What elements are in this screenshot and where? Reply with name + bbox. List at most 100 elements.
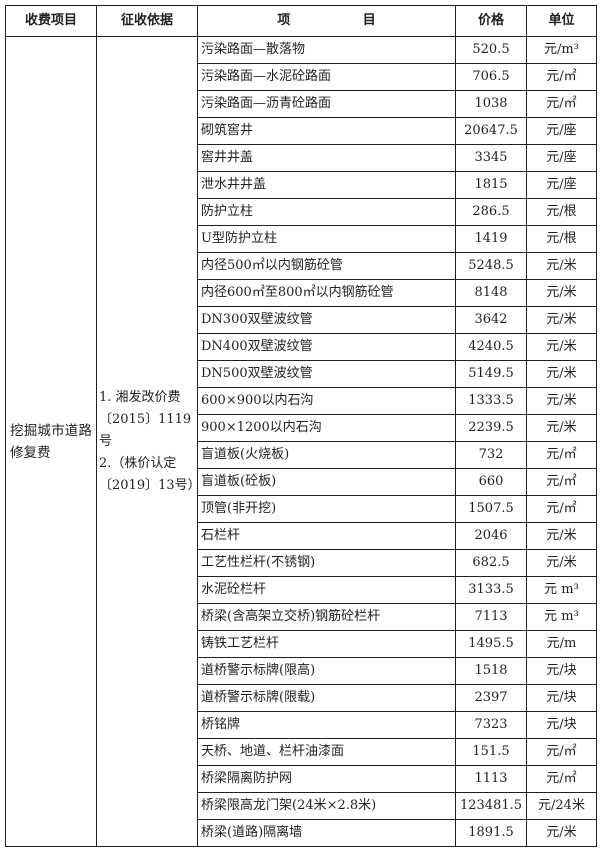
- table-row: 桥梁(含高架立交桥)钢筋砼栏杆 7113 元 m³: [6, 603, 597, 631]
- item-name: 防护立柱: [197, 198, 456, 226]
- item-price: 1113: [455, 765, 527, 793]
- item-unit: 元/座: [526, 144, 597, 172]
- item-name: 泄水井井盖: [197, 171, 456, 199]
- table-row: 污染路面—水泥砼路面 706.5 元/㎡: [6, 63, 597, 91]
- header-basis: 征收依据: [96, 5, 198, 37]
- table-row: 砌筑窖井 20647.5 元/座: [6, 117, 597, 145]
- item-name: 内径600㎡至800㎡以内钢筋砼管: [197, 279, 456, 307]
- item-unit: 元/㎡: [526, 90, 597, 118]
- item-name: 600×900以内石沟: [197, 387, 456, 415]
- item-unit: 元/m³: [526, 36, 597, 64]
- table-row: 桥梁隔离防护网 1113 元/㎡: [6, 765, 597, 793]
- item-name: 道桥警示标牌(限高): [197, 657, 456, 685]
- item-unit: 元/块: [526, 684, 597, 712]
- item-unit: 元/米: [526, 414, 597, 442]
- item-price: 1495.5: [455, 630, 527, 658]
- item-unit: 元 m³: [526, 603, 597, 631]
- item-price: 1815: [455, 171, 527, 199]
- item-name: 天桥、地道、栏杆油漆面: [197, 738, 456, 766]
- item-price: 1891.5: [455, 819, 527, 847]
- item-price: 1038: [455, 90, 527, 118]
- fee-basis: 1. 湘发改价费〔2015〕1119号 2.（株价认定〔2019〕13号）: [96, 36, 201, 847]
- item-price: 4240.5: [455, 333, 527, 361]
- item-name: 顶管(非开挖): [197, 495, 456, 523]
- fee-table: 收费项目 征收依据 项目 价格 单位 挖掘城市道路修复费 1. 湘发改价费〔201…: [5, 5, 597, 847]
- item-price: 1333.5: [455, 387, 527, 415]
- item-price: 682.5: [455, 549, 527, 577]
- item-name: 桥梁限高龙门架(24米×2.8米): [197, 792, 456, 820]
- table-row: 泄水井井盖 1815 元/座: [6, 171, 597, 199]
- item-name: 内径500㎡以内钢筋砼管: [197, 252, 456, 280]
- item-unit: 元/根: [526, 198, 597, 226]
- item-unit: 元/米: [526, 549, 597, 577]
- table-row: 窖井井盖 3345 元/座: [6, 144, 597, 172]
- item-unit: 元/㎡: [526, 495, 597, 523]
- item-unit: 元/㎡: [526, 63, 597, 91]
- header-item: 项目: [197, 5, 456, 37]
- item-name: 污染路面—散落物: [197, 36, 456, 64]
- item-unit: 元/m: [526, 630, 597, 658]
- table-row: 工艺性栏杆(不锈钢) 682.5 元/米: [6, 549, 597, 577]
- item-price: 5149.5: [455, 360, 527, 388]
- item-unit: 元/米: [526, 360, 597, 388]
- item-unit: 元/米: [526, 279, 597, 307]
- item-unit: 元/块: [526, 657, 597, 685]
- item-price: 706.5: [455, 63, 527, 91]
- item-price: 1518: [455, 657, 527, 685]
- item-name: 污染路面—沥青砼路面: [197, 90, 456, 118]
- item-price: 732: [455, 441, 527, 469]
- item-name: DN400双壁波纹管: [197, 333, 456, 361]
- item-name: 盲道板(砼板): [197, 468, 456, 496]
- item-name: 工艺性栏杆(不锈钢): [197, 549, 456, 577]
- item-unit: 元/米: [526, 333, 597, 361]
- item-name: DN300双壁波纹管: [197, 306, 456, 334]
- item-price: 2046: [455, 522, 527, 550]
- table-row: DN300双壁波纹管 3642 元/米: [6, 306, 597, 334]
- item-unit: 元/㎡: [526, 765, 597, 793]
- item-unit: 元/座: [526, 171, 597, 199]
- item-unit: 元/㎡: [526, 441, 597, 469]
- table-row: 天桥、地道、栏杆油漆面 151.5 元/㎡: [6, 738, 597, 766]
- item-unit: 元/米: [526, 306, 597, 334]
- table-row: 盲道板(火烧板) 732 元/㎡: [6, 441, 597, 469]
- item-price: 2397: [455, 684, 527, 712]
- fee-category: 挖掘城市道路修复费: [5, 36, 97, 847]
- item-unit: 元/24米: [526, 792, 597, 820]
- item-price: 660: [455, 468, 527, 496]
- basis-line: 2.（株价认定〔2019〕13号）: [99, 455, 201, 493]
- item-name: 900×1200以内石沟: [197, 414, 456, 442]
- table-row: 内径600㎡至800㎡以内钢筋砼管 8148 元/米: [6, 279, 597, 307]
- table-row: 道桥警示标牌(限载) 2397 元/块: [6, 684, 597, 712]
- item-price: 7113: [455, 603, 527, 631]
- item-name: 水泥砼栏杆: [197, 576, 456, 604]
- item-name: DN500双壁波纹管: [197, 360, 456, 388]
- table-row: 内径500㎡以内钢筋砼管 5248.5 元/米: [6, 252, 597, 280]
- item-name: 石栏杆: [197, 522, 456, 550]
- item-price: 2239.5: [455, 414, 527, 442]
- item-price: 7323: [455, 711, 527, 739]
- item-price: 151.5: [455, 738, 527, 766]
- item-unit: 元/米: [526, 387, 597, 415]
- item-unit: 元/米: [526, 522, 597, 550]
- header-price: 价格: [455, 5, 527, 37]
- header-unit: 单位: [526, 5, 597, 37]
- table-row: U型防护立柱 1419 元/根: [6, 225, 597, 253]
- basis-line: 1. 湘发改价费〔2015〕1119号: [99, 389, 192, 449]
- item-name: 桥梁(含高架立交桥)钢筋砼栏杆: [197, 603, 456, 631]
- item-name: U型防护立柱: [197, 225, 456, 253]
- item-unit: 元/块: [526, 711, 597, 739]
- item-price: 20647.5: [455, 117, 527, 145]
- table-row: 桥梁(道路)隔离墙 1891.5 元/米: [6, 819, 597, 847]
- item-name: 桥梁(道路)隔离墙: [197, 819, 456, 847]
- item-name: 桥铭牌: [197, 711, 456, 739]
- header-item-right: 目: [362, 13, 376, 28]
- item-unit: 元/㎡: [526, 468, 597, 496]
- header-row: 收费项目 征收依据 项目 价格 单位: [5, 5, 597, 37]
- item-unit: 元/米: [526, 819, 597, 847]
- table-row: 盲道板(砼板) 660 元/㎡: [6, 468, 597, 496]
- table-row: 桥铭牌 7323 元/块: [6, 711, 597, 739]
- item-price: 3345: [455, 144, 527, 172]
- table-row: 石栏杆 2046 元/米: [6, 522, 597, 550]
- item-unit: 元/根: [526, 225, 597, 253]
- item-name: 污染路面—水泥砼路面: [197, 63, 456, 91]
